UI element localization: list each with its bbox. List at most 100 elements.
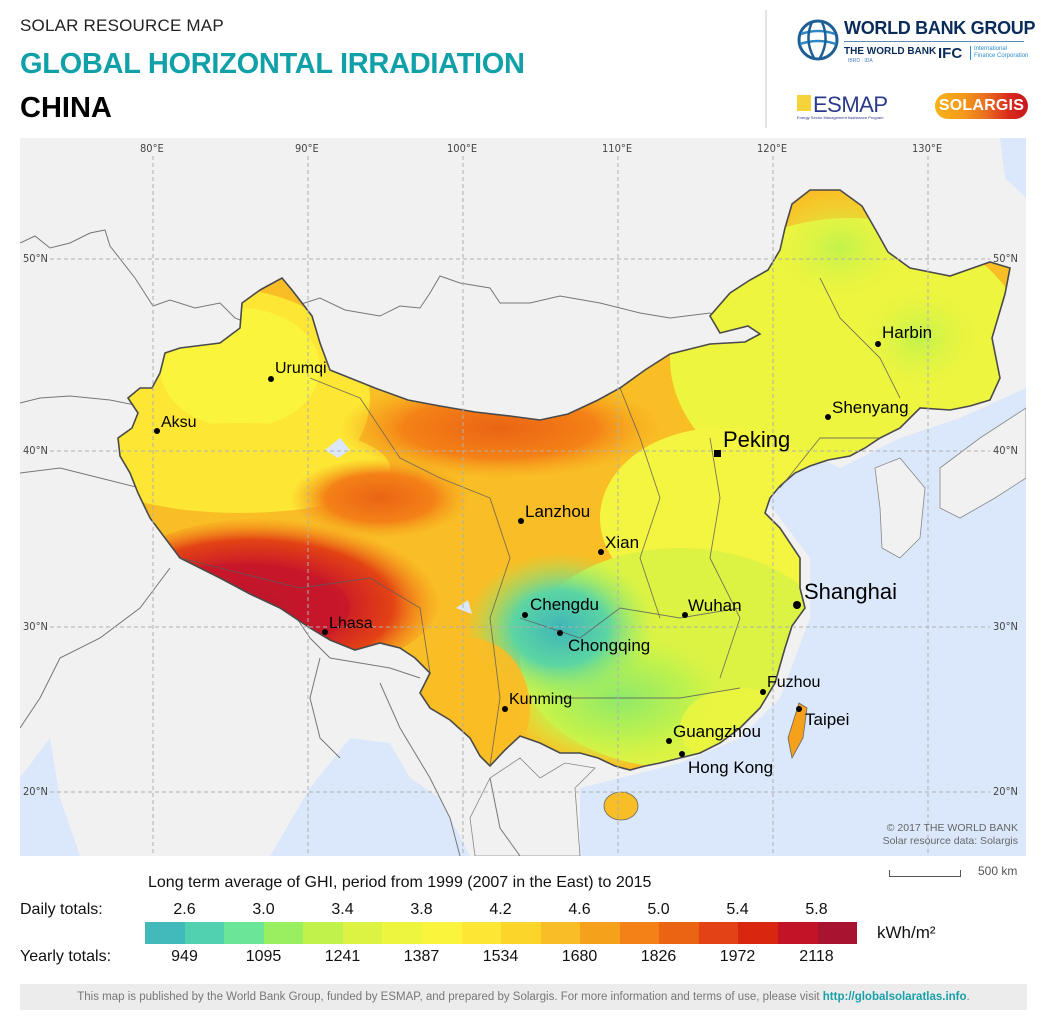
color-scale-segment xyxy=(659,922,699,944)
yearly-tick: 1241 xyxy=(324,948,361,965)
color-scale-segment xyxy=(461,922,502,944)
color-scale-segment xyxy=(342,922,383,944)
city-label-shanghai[interactable]: Shanghai xyxy=(804,579,897,604)
neighbour-borders xyxy=(20,229,736,856)
city-marker-wuhan xyxy=(682,612,688,618)
legend-caption: Long term average of GHI, period from 19… xyxy=(148,874,652,891)
city-marker-guangzhou xyxy=(666,738,672,744)
map-copyright: © 2017 THE WORLD BANK Solar resource dat… xyxy=(882,822,1018,847)
unit-label: kWh/m² xyxy=(877,923,936,942)
daily-tick-labels: 2.6 3.0 3.4 3.8 4.2 4.6 5.0 5.4 5.8 xyxy=(145,901,857,921)
world-bank-group-label: WORLD BANK GROUP xyxy=(844,18,1036,38)
japan-land xyxy=(939,407,1026,519)
map-canvas[interactable]: 80°E 90°E 100°E 110°E 120°E 130°E 50°N 4… xyxy=(20,138,1026,856)
city-marker-harbin xyxy=(875,341,881,347)
daily-tick: 3.4 xyxy=(331,901,354,918)
yearly-tick: 949 xyxy=(171,948,198,965)
city-marker-xian xyxy=(598,549,604,555)
esmap-logo: ESMAP xyxy=(813,92,888,117)
color-scale-segment xyxy=(303,922,343,944)
city-label-urumqi[interactable]: Urumqi xyxy=(275,360,327,377)
daily-totals-label: Daily totals: xyxy=(20,901,103,918)
color-scale-segment xyxy=(540,922,581,944)
color-scale-segment xyxy=(738,922,778,944)
esmap-sublabel: Energy Sector Management Assistance Prog… xyxy=(797,115,884,120)
yearly-tick: 1534 xyxy=(482,948,519,965)
city-label-lanzhou[interactable]: Lanzhou xyxy=(525,502,591,521)
yearly-tick: 1680 xyxy=(561,948,598,965)
city-label-wuhan[interactable]: Wuhan xyxy=(688,596,742,615)
solargis-logo: SOLARGIS xyxy=(935,93,1028,119)
city-label-chongqing[interactable]: Chongqing xyxy=(568,636,651,655)
lon-tick-90e: 90°E xyxy=(295,142,319,155)
map-kicker: SOLAR RESOURCE MAP xyxy=(20,16,224,35)
city-label-hong-kong[interactable]: Hong Kong xyxy=(688,758,774,777)
color-scale-segment xyxy=(778,922,818,944)
city-marker-chengdu xyxy=(522,612,528,618)
city-label-guangzhou[interactable]: Guangzhou xyxy=(673,722,761,741)
lon-tick-80e: 80°E xyxy=(140,142,164,155)
daily-tick: 4.2 xyxy=(489,901,512,918)
ifc-sublabel: International Finance Corporation xyxy=(970,46,1028,60)
daily-tick: 2.6 xyxy=(173,901,196,918)
lake xyxy=(325,438,350,458)
city-label-taipei[interactable]: Taipei xyxy=(805,710,850,729)
lat-tick-30n-right: 30°N xyxy=(993,620,1018,633)
map-title: GLOBAL HORIZONTAL IRRADIATION xyxy=(20,48,525,80)
daily-tick: 5.4 xyxy=(726,901,749,918)
city-label-peking[interactable]: Peking xyxy=(723,427,791,452)
indochina-land xyxy=(469,757,596,856)
color-scale-segment xyxy=(263,922,304,944)
daily-tick: 5.8 xyxy=(805,901,828,918)
lat-tick-30n-left: 30°N xyxy=(23,620,48,633)
color-scale-segment xyxy=(184,922,225,944)
city-label-fuzhou[interactable]: Fuzhou xyxy=(767,674,821,691)
map-graphic xyxy=(20,138,1026,856)
country-title: CHINA xyxy=(20,92,112,124)
yearly-tick: 2118 xyxy=(799,948,834,965)
city-marker-lhasa xyxy=(322,629,328,635)
lat-tick-20n-left: 20°N xyxy=(23,785,48,798)
color-scale-segment xyxy=(698,922,739,944)
city-label-lhasa[interactable]: Lhasa xyxy=(329,615,373,632)
world-bank-label: THE WORLD BANK xyxy=(844,46,937,57)
color-scale-segment xyxy=(580,922,620,944)
city-label-chengdu[interactable]: Chengdu xyxy=(530,595,600,614)
daily-tick: 3.0 xyxy=(252,901,275,918)
hainan-island xyxy=(603,791,639,821)
footer-text: This map is published by the World Bank … xyxy=(77,991,820,1003)
lat-tick-50n-right: 50°N xyxy=(993,252,1018,265)
color-scale-segment xyxy=(382,922,422,944)
city-marker-lanzhou xyxy=(518,518,524,524)
scale-bar xyxy=(889,870,961,877)
city-label-xian[interactable]: Xian xyxy=(605,533,640,552)
city-marker-chongqing xyxy=(557,630,563,636)
province-borders xyxy=(179,277,901,767)
yearly-tick: 1826 xyxy=(640,948,677,965)
graticule xyxy=(50,156,990,856)
world-bank-sublabel: IBRD · IDA xyxy=(848,58,873,64)
ifc-label: IFC xyxy=(938,45,963,62)
bay-of-bengal xyxy=(270,738,470,856)
city-label-aksu[interactable]: Aksu xyxy=(161,414,197,431)
lat-tick-20n-right: 20°N xyxy=(993,785,1018,798)
world-bank-group-logo xyxy=(796,16,1026,68)
atlas-link[interactable]: http://globalsolaratlas.info xyxy=(822,991,967,1003)
city-marker-aksu xyxy=(154,428,160,434)
city-label-harbin[interactable]: Harbin xyxy=(882,323,933,342)
city-marker-urumqi xyxy=(268,376,274,382)
lon-tick-120e: 120°E xyxy=(757,142,788,155)
city-label-shenyang[interactable]: Shenyang xyxy=(832,398,909,417)
city-marker-fuzhou xyxy=(760,689,766,695)
color-scale-segment xyxy=(145,922,185,944)
daily-tick: 4.6 xyxy=(568,901,591,918)
color-scale-segment xyxy=(817,922,858,944)
lon-tick-130e: 130°E xyxy=(912,142,943,155)
city-marker-hong-kong xyxy=(679,751,685,757)
logo-rule xyxy=(844,41,1024,42)
header-divider xyxy=(765,10,767,128)
city-label-kunming[interactable]: Kunming xyxy=(509,691,573,708)
ghi-color-scale xyxy=(145,922,858,944)
korea-land xyxy=(874,457,926,559)
lat-tick-40n-right: 40°N xyxy=(993,444,1018,457)
